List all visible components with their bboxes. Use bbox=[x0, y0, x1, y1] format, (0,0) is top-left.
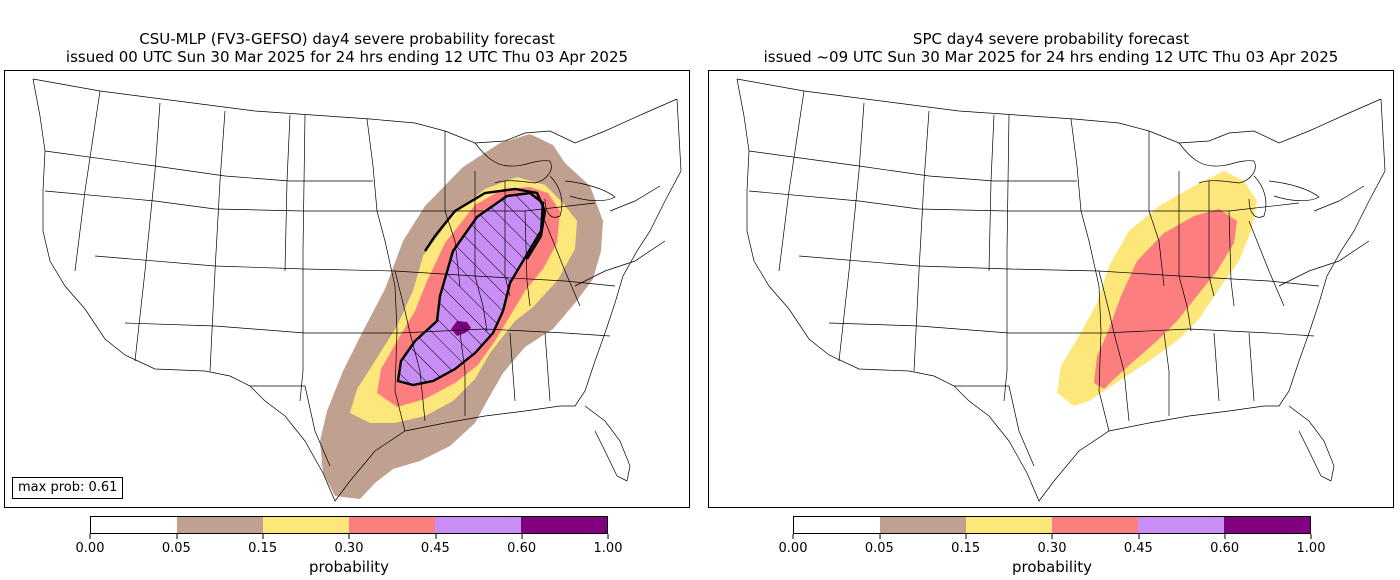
left-colorbar-ticks: 0.00 0.05 0.15 0.30 0.45 0.60 1.00 bbox=[76, 534, 622, 556]
colorbar-tick: 1.00 bbox=[1297, 534, 1325, 556]
colorbar-seg-4 bbox=[1138, 517, 1224, 533]
colorbar-tick: 0.00 bbox=[779, 534, 807, 556]
colorbar-seg-0 bbox=[794, 517, 880, 533]
colorbar-tick: 1.00 bbox=[594, 534, 622, 556]
colorbar-tick: 0.15 bbox=[951, 534, 980, 556]
max-prob-annotation: max prob: 0.61 bbox=[12, 477, 124, 499]
colorbar-tick: 0.05 bbox=[162, 534, 191, 556]
sig-severe-hatch bbox=[396, 187, 547, 387]
colorbar-tick: 0.60 bbox=[507, 534, 536, 556]
right-title-line2: issued ~09 UTC Sun 30 Mar 2025 for 24 hr… bbox=[763, 48, 1339, 66]
left-map-canvas bbox=[32, 78, 682, 502]
right-colorbar-ticks: 0.00 0.05 0.15 0.30 0.45 0.60 1.00 bbox=[779, 534, 1325, 556]
colorbar-seg-1 bbox=[177, 517, 263, 533]
left-colorbar bbox=[90, 516, 608, 534]
colorbar-tick: 0.00 bbox=[76, 534, 104, 556]
colorbar-tick: 0.15 bbox=[248, 534, 277, 556]
left-title-line2: issued 00 UTC Sun 30 Mar 2025 for 24 hrs… bbox=[65, 48, 629, 66]
right-colorbar-label: probability bbox=[1011, 558, 1093, 576]
colorbar-tick: 0.45 bbox=[421, 534, 450, 556]
colorbar-seg-5 bbox=[1224, 517, 1310, 533]
colorbar-seg-4 bbox=[435, 517, 521, 533]
right-panel-title: SPC day4 severe probability forecast iss… bbox=[708, 30, 1394, 66]
colorbar-seg-5 bbox=[521, 517, 607, 533]
spc-prob-030 bbox=[1094, 209, 1237, 389]
state-boundaries bbox=[32, 78, 682, 502]
colorbar-tick: 0.30 bbox=[335, 534, 363, 556]
left-title-line1: CSU-MLP (FV3-GEFSO) day4 severe probabil… bbox=[139, 30, 555, 48]
colorbar-seg-3 bbox=[1052, 517, 1138, 533]
left-panel-title: CSU-MLP (FV3-GEFSO) day4 severe probabil… bbox=[4, 30, 690, 66]
state-boundaries bbox=[736, 78, 1386, 502]
colorbar-tick: 0.45 bbox=[1124, 534, 1153, 556]
right-colorbar bbox=[793, 516, 1311, 534]
colorbar-seg-3 bbox=[349, 517, 435, 533]
right-map-canvas bbox=[736, 78, 1386, 502]
colorbar-tick: 0.05 bbox=[865, 534, 894, 556]
colorbar-seg-2 bbox=[263, 517, 349, 533]
probability-fill-layer bbox=[1057, 171, 1257, 406]
colorbar-tick: 0.30 bbox=[1038, 534, 1066, 556]
right-map bbox=[708, 70, 1394, 508]
colorbar-seg-0 bbox=[91, 517, 177, 533]
right-title-line1: SPC day4 severe probability forecast bbox=[912, 30, 1190, 48]
colorbar-tick: 0.60 bbox=[1210, 534, 1239, 556]
colorbar-seg-1 bbox=[880, 517, 966, 533]
left-colorbar-label: probability bbox=[308, 558, 390, 576]
colorbar-seg-2 bbox=[966, 517, 1052, 533]
left-map: max prob: 0.61 bbox=[4, 70, 690, 508]
